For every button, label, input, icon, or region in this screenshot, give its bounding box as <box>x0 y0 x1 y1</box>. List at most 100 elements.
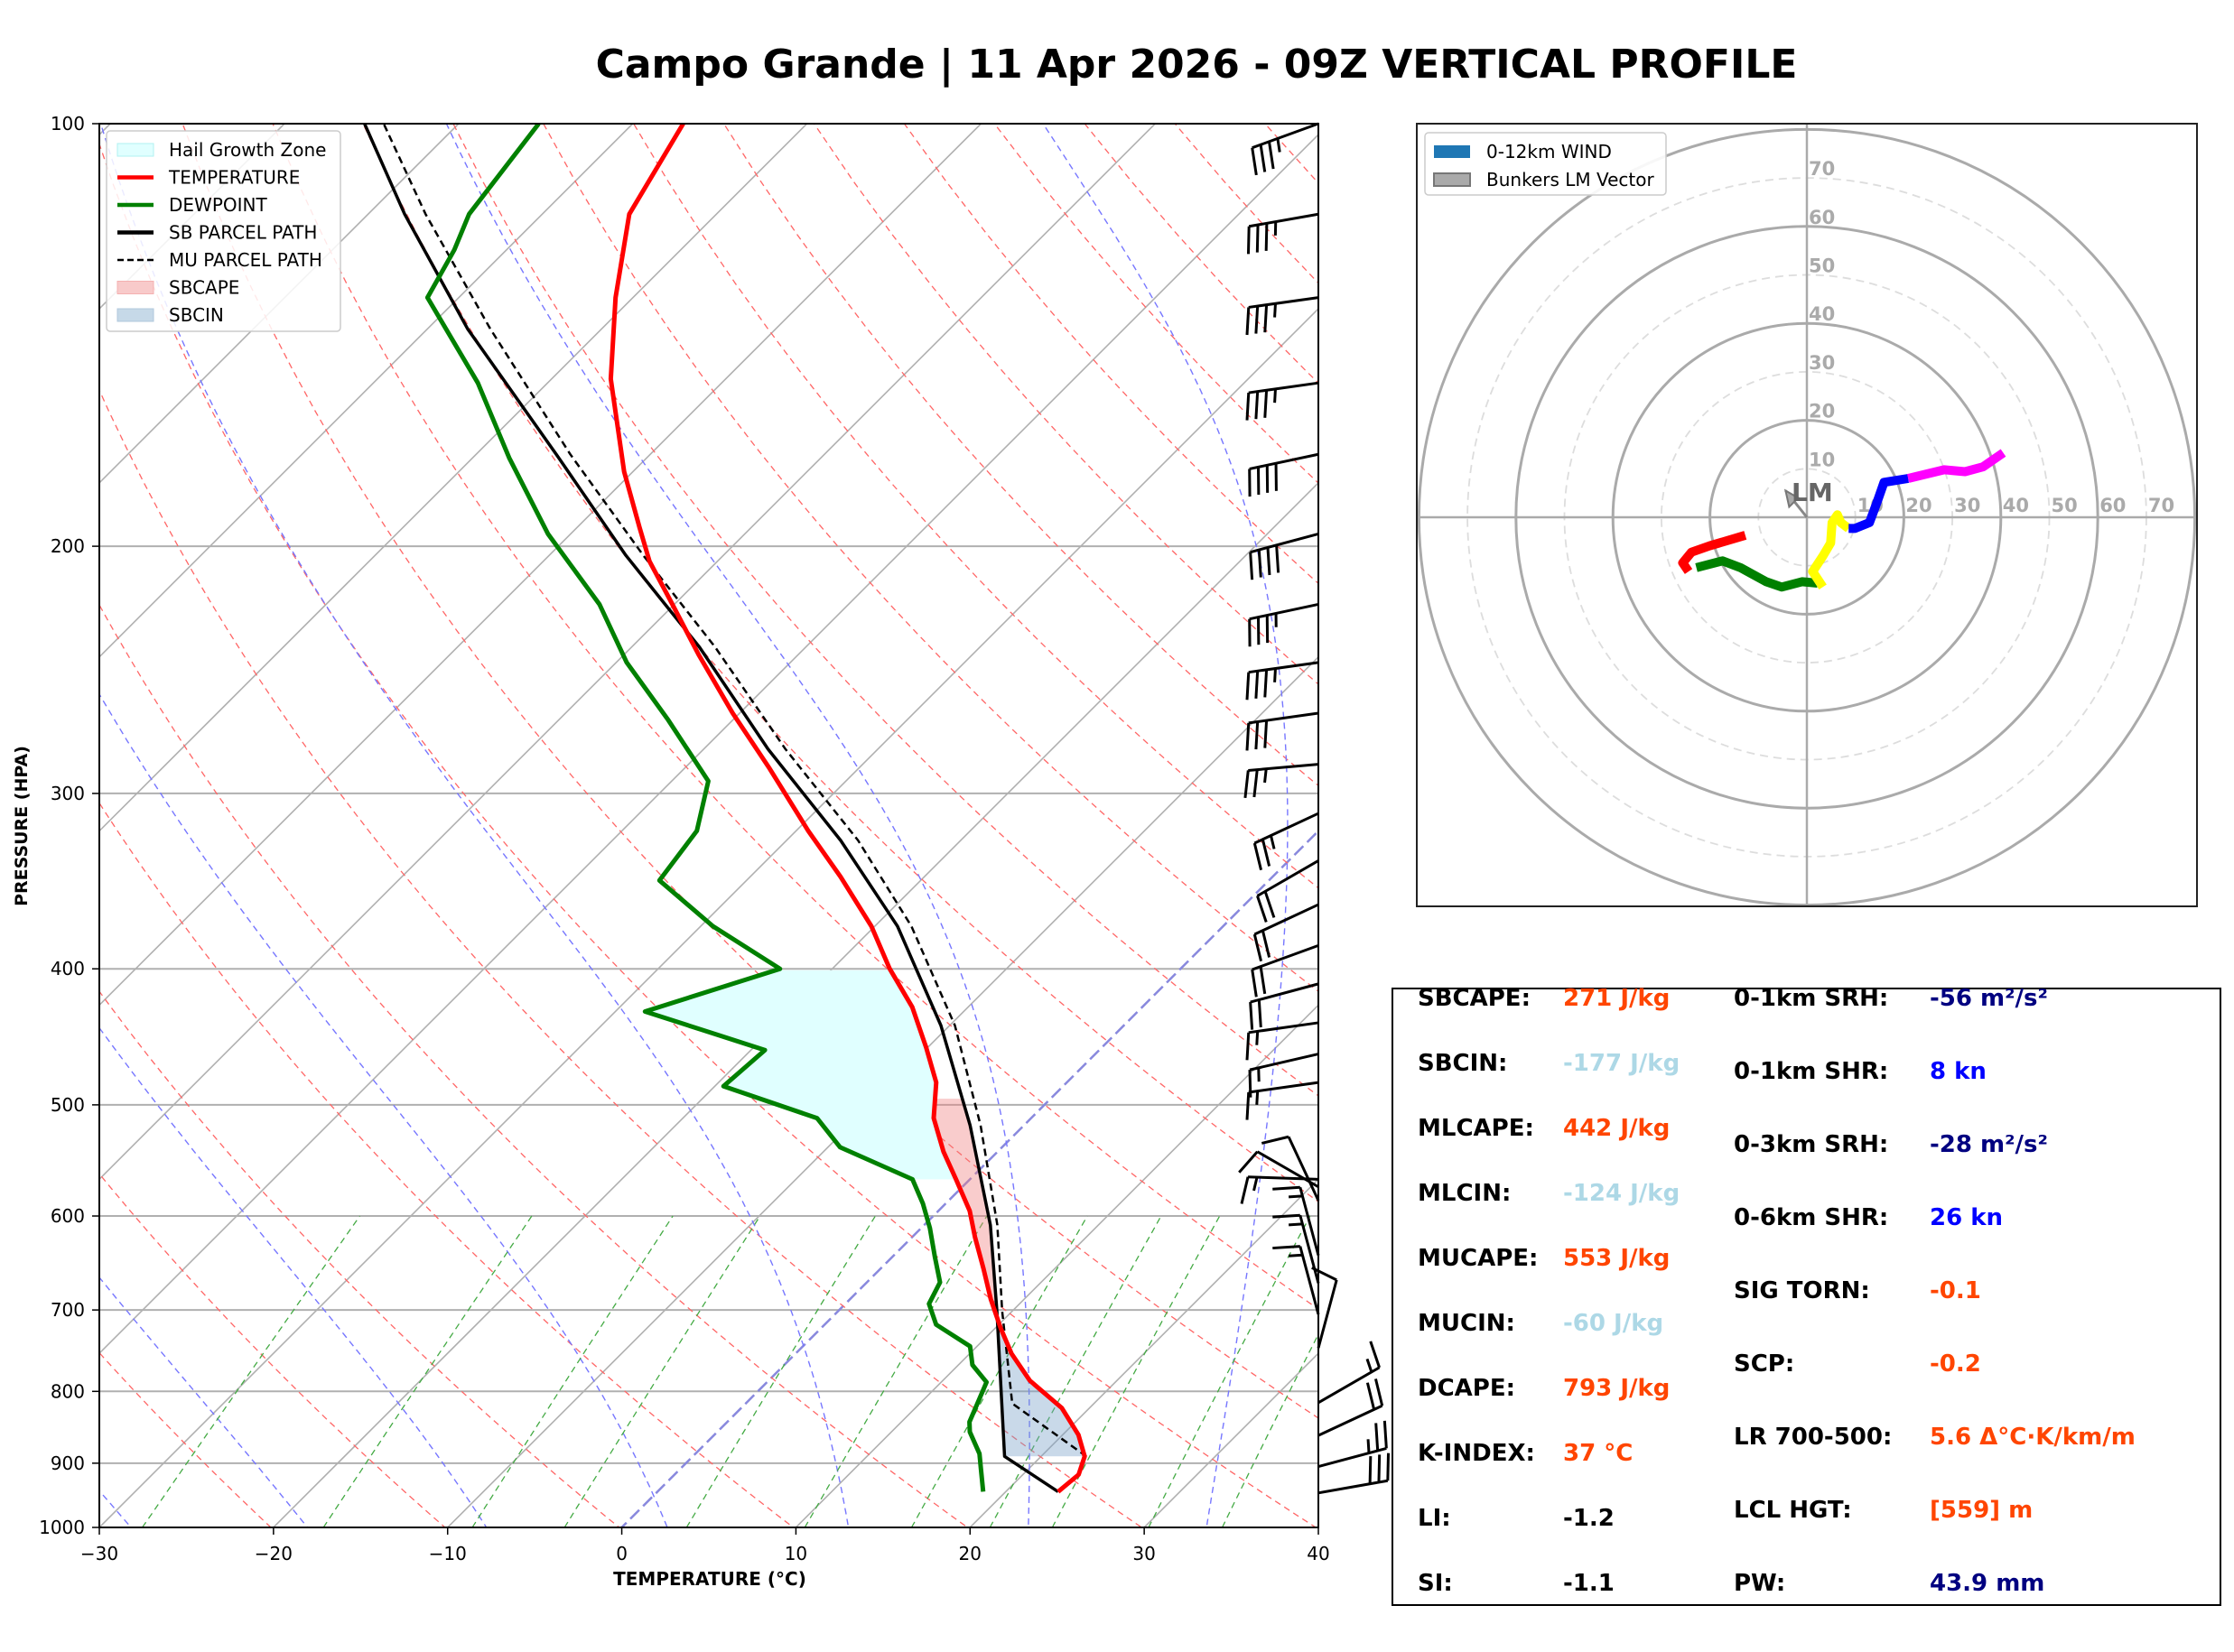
barb-feather <box>1261 1135 1289 1145</box>
x-tick-label: 10 <box>785 1543 807 1564</box>
wind-barb <box>1311 1266 1338 1349</box>
legend-box <box>106 130 341 332</box>
barb-feather <box>1246 226 1251 255</box>
barb-staff <box>1248 661 1319 674</box>
barb-feather <box>1382 1420 1388 1449</box>
dry-adiabat <box>99 603 969 1527</box>
wind-barb <box>1252 812 1319 871</box>
legend-swatch <box>116 308 154 322</box>
stat-label: LI: <box>1418 1505 1451 1532</box>
stat-value: -177 J/kg <box>1563 1050 1680 1077</box>
barb-half-feather <box>1289 1222 1303 1227</box>
barb-feather <box>1368 1456 1373 1484</box>
stat-value: 5.6 Δ°C·K/km/m <box>1930 1424 2136 1451</box>
sbcape-fill <box>934 1099 998 1314</box>
barb-feather <box>1249 1001 1254 1030</box>
wind-barb <box>1245 381 1319 421</box>
dry-adiabat <box>543 124 1318 992</box>
legend-box <box>1424 132 1667 196</box>
wind-barbs <box>1238 122 1391 1495</box>
skew-t-panel: −30 −20 −10 0 10 20 30 40 100 200 300 400 500 600 700 8… <box>12 113 1391 1590</box>
barb-feather <box>1369 1341 1381 1369</box>
stat-label: PW: <box>1734 1570 1785 1597</box>
x-tick-label: −10 <box>429 1543 467 1564</box>
barb-half-feather <box>1276 138 1281 153</box>
barb-staff <box>1249 452 1319 470</box>
barb-staff <box>1287 1136 1320 1202</box>
barb-feather <box>1251 969 1258 998</box>
barb-feather <box>1261 839 1271 867</box>
y-tick-label: 600 <box>51 1205 85 1227</box>
barb-staff <box>1256 859 1319 897</box>
stat-value: -60 J/kg <box>1563 1310 1663 1337</box>
barb-half-feather <box>1255 1031 1260 1045</box>
wind-barb <box>1245 1021 1319 1061</box>
dry-adiabat <box>182 124 1318 1419</box>
moist-adiabat <box>99 124 850 1527</box>
barb-feather <box>1252 769 1259 798</box>
barb-feather <box>1263 720 1269 748</box>
barb-feather <box>1245 307 1251 336</box>
wind-barb <box>1249 533 1319 580</box>
hodograph-segment <box>1695 556 1819 592</box>
stat-label: LR 700-500: <box>1734 1424 1892 1451</box>
wind-barb <box>1256 859 1319 923</box>
lm-label: LM <box>1792 478 1833 507</box>
x-tick-label: 20 <box>959 1543 982 1564</box>
barb-half-feather <box>1366 1439 1371 1453</box>
dewpoint-line <box>424 124 989 1492</box>
y-tick-label: 400 <box>51 958 85 979</box>
barb-staff <box>1252 943 1319 971</box>
isotherm-line <box>795 1004 1318 1527</box>
barb-staff <box>1252 122 1319 150</box>
skew-t-frame <box>98 123 1319 1528</box>
moist-adiabat <box>99 1026 488 1527</box>
skew-t-fills <box>645 970 1085 1457</box>
barb-feather <box>1275 544 1280 573</box>
barb-feather <box>1254 721 1260 750</box>
dry-adiabat <box>723 124 1318 787</box>
barb-feather <box>1374 1423 1380 1452</box>
barb-feather <box>1377 1454 1382 1483</box>
stat-value: 271 J/kg <box>1563 985 1670 1012</box>
isotherm-line <box>99 124 285 311</box>
sb-parcel-line <box>363 124 1059 1493</box>
wind-barb <box>1251 122 1319 176</box>
barb-staff <box>1250 533 1319 554</box>
skew-t-ticks: −30 −20 −10 0 10 20 30 40 100 200 300 400 500 600 700 8… <box>39 113 1330 1564</box>
isotherm-line <box>99 124 982 1007</box>
ring-label-horizontal: 60 <box>2099 495 2126 516</box>
wind-barb <box>1245 711 1319 751</box>
stat-label: LCL HGT: <box>1734 1497 1852 1524</box>
barb-staff <box>1248 212 1319 228</box>
wind-barb <box>1248 603 1319 647</box>
barb-feather <box>1254 305 1260 334</box>
ring-label-vertical: 40 <box>1809 303 1835 325</box>
barb-feather <box>1272 1213 1300 1219</box>
barb-staff <box>1317 1279 1338 1349</box>
hodograph-segment <box>1808 510 1852 590</box>
barb-staff <box>1299 1186 1320 1256</box>
isotherm-line <box>99 124 1156 1181</box>
ring-label-horizontal: 70 <box>2148 495 2174 516</box>
legend-label: 0-12km WIND <box>1486 141 1612 162</box>
isotherm-line <box>99 307 1318 1527</box>
y-tick-label: 500 <box>51 1094 85 1116</box>
stat-label: SCP: <box>1734 1350 1794 1378</box>
skew-t-profiles <box>363 124 1087 1494</box>
barb-staff <box>1248 711 1319 725</box>
stat-label: 0-1km SRH: <box>1734 985 1888 1012</box>
ring-label-vertical: 50 <box>1809 255 1835 277</box>
legend-swatch <box>1433 172 1471 187</box>
isotherm-line <box>99 124 808 832</box>
barb-staff <box>1299 1246 1320 1315</box>
ring-label-horizontal: 30 <box>1954 495 1980 516</box>
stat-label: MUCAPE: <box>1418 1245 1538 1272</box>
stat-value: -1.2 <box>1563 1505 1615 1532</box>
stat-value: 793 J/kg <box>1563 1375 1670 1402</box>
barb-staff <box>1248 1021 1319 1035</box>
stat-label: SBCAPE: <box>1418 985 1531 1012</box>
stat-label: 0-6km SHR: <box>1734 1204 1888 1231</box>
hodograph-segment <box>1678 531 1747 574</box>
